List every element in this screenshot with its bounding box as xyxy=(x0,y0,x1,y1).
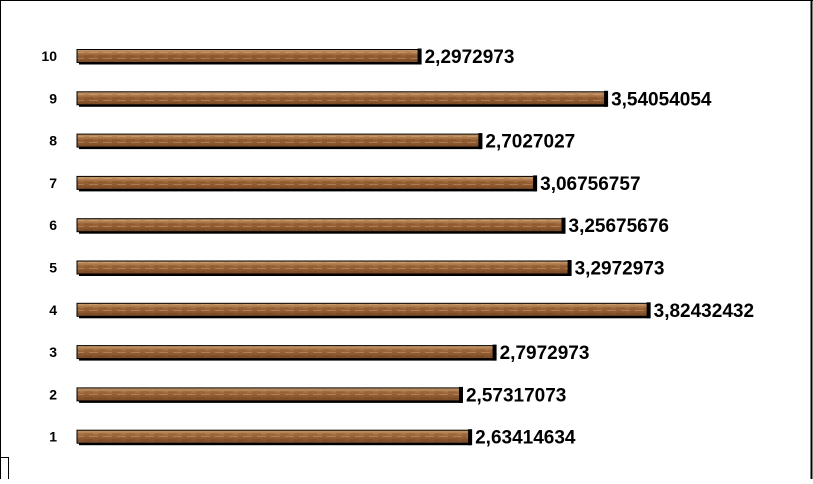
category-label-1: 1 xyxy=(49,429,57,445)
bar-grain-6 xyxy=(78,219,562,231)
category-label-7: 7 xyxy=(49,175,57,191)
bar-end-cap-8 xyxy=(478,133,483,150)
bar-grain-5 xyxy=(78,262,568,273)
bar-end-cap-10 xyxy=(417,48,422,65)
value-label-3: 2,7972973 xyxy=(500,343,590,364)
bar-end-cap-1 xyxy=(468,429,473,446)
bar-end-cap-5 xyxy=(567,260,572,276)
bar-grain-4 xyxy=(78,304,647,316)
bar-grain-8 xyxy=(78,135,479,147)
value-label-4: 3,82432432 xyxy=(654,301,754,322)
bar-end-cap-9 xyxy=(604,90,609,107)
bar-grain-3 xyxy=(78,346,493,358)
bar-end-cap-6 xyxy=(561,217,566,234)
bar-end-cap-2 xyxy=(458,386,463,403)
value-label-1: 2,63414634 xyxy=(475,428,576,449)
bar-end-cap-3 xyxy=(492,344,497,361)
category-label-3: 3 xyxy=(49,344,57,360)
value-label-7: 3,06756757 xyxy=(540,174,640,195)
category-label-2: 2 xyxy=(49,386,57,402)
bar-grain-7 xyxy=(78,177,534,189)
bar-grain-2 xyxy=(78,388,459,400)
category-label-9: 9 xyxy=(49,90,57,106)
value-label-8: 2,7027027 xyxy=(485,132,575,153)
category-label-8: 8 xyxy=(49,133,57,149)
bar-grain-9 xyxy=(78,92,605,104)
value-label-6: 3,25675676 xyxy=(569,216,669,237)
value-label-5: 3,2972973 xyxy=(575,259,665,280)
bar-end-cap-7 xyxy=(533,175,538,192)
bar-end-cap-4 xyxy=(646,302,651,319)
category-label-5: 5 xyxy=(49,260,57,276)
category-label-6: 6 xyxy=(49,217,57,233)
bar-grain-10 xyxy=(78,50,418,62)
value-label-10: 2,2972973 xyxy=(425,47,515,68)
bar-grain-1 xyxy=(78,431,469,443)
value-label-2: 2,57317073 xyxy=(466,385,566,406)
category-label-4: 4 xyxy=(49,302,57,318)
value-label-9: 3,54054054 xyxy=(611,89,712,110)
category-label-10: 10 xyxy=(41,48,57,64)
